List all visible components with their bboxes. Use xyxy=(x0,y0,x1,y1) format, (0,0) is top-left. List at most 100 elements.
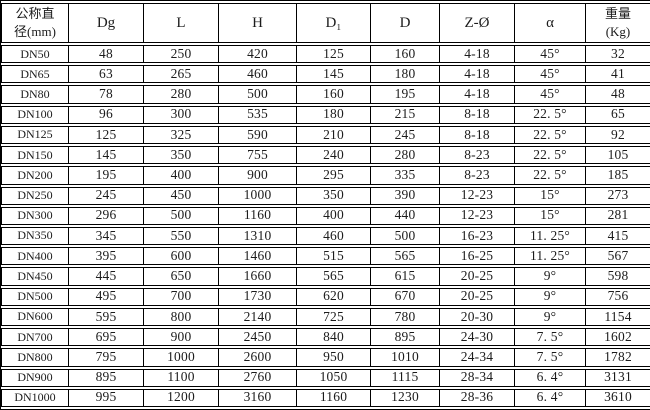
table-cell: 28-36 xyxy=(440,388,515,407)
table-cell: 3131 xyxy=(586,368,650,387)
row-label: DN250 xyxy=(1,186,69,205)
table-cell: 550 xyxy=(144,226,219,246)
table-cell: 300 xyxy=(144,105,219,124)
table-cell: 12-23 xyxy=(440,206,515,225)
table-cell: 4-18 xyxy=(440,65,515,84)
table-cell: 325 xyxy=(144,125,219,145)
table-row: DN100 96 300 535 180 215 8-18 22. 5° 65 xyxy=(1,105,650,124)
table-cell: 995 xyxy=(69,388,144,407)
row-label: DN900 xyxy=(1,368,69,387)
row-label: DN700 xyxy=(1,328,69,347)
row-label: DN125 xyxy=(1,125,69,145)
table-cell: 12-23 xyxy=(440,186,515,205)
table-cell: 1602 xyxy=(586,328,650,347)
table-cell: 24-30 xyxy=(440,328,515,347)
table-cell: 1310 xyxy=(219,226,297,246)
col-header-bolt-holes: Z-Ø xyxy=(440,3,515,43)
table-cell: 600 xyxy=(144,247,219,266)
table-cell: 195 xyxy=(371,85,440,104)
table-cell: 8-18 xyxy=(440,105,515,124)
table-cell: 9° xyxy=(515,267,586,286)
table-cell: 1660 xyxy=(219,267,297,286)
table-cell: 567 xyxy=(586,247,650,266)
col-header-d1: D₁ xyxy=(297,3,371,43)
table-cell: 400 xyxy=(297,206,371,225)
table-cell: 700 xyxy=(144,287,219,306)
table-cell: 345 xyxy=(69,226,144,246)
table-cell: 840 xyxy=(297,328,371,347)
row-label: DN350 xyxy=(1,226,69,246)
table-cell: 281 xyxy=(586,206,650,225)
table-cell: 22. 5° xyxy=(515,146,586,165)
table-row: DN600 595 800 2140 725 780 20-30 9° 1154 xyxy=(1,307,650,327)
row-label: DN800 xyxy=(1,348,69,367)
table-cell: 2140 xyxy=(219,307,297,327)
table-row: DN500 495 700 1730 620 670 20-25 9° 756 xyxy=(1,287,650,306)
table-cell: 1230 xyxy=(371,388,440,407)
table-cell: 460 xyxy=(297,226,371,246)
table-cell: 615 xyxy=(371,267,440,286)
col-header-l: L xyxy=(144,3,219,43)
table-cell: 22. 5° xyxy=(515,166,586,185)
table-cell: 180 xyxy=(297,105,371,124)
table-cell: 1200 xyxy=(144,388,219,407)
table-cell: 1160 xyxy=(297,388,371,407)
table-cell: 16-23 xyxy=(440,226,515,246)
table-cell: 1460 xyxy=(219,247,297,266)
table-cell: 32 xyxy=(586,45,650,64)
table-cell: 495 xyxy=(69,287,144,306)
col-header-nominal-diameter: 公称直 径(mm) xyxy=(1,3,69,43)
table-cell: 296 xyxy=(69,206,144,225)
table-cell: 400 xyxy=(144,166,219,185)
table-cell: 195 xyxy=(69,166,144,185)
table-cell: 125 xyxy=(297,45,371,64)
table-cell: 16-25 xyxy=(440,247,515,266)
table-cell: 335 xyxy=(371,166,440,185)
table-cell: 11. 25° xyxy=(515,247,586,266)
table-cell: 20-25 xyxy=(440,267,515,286)
table-cell: 2760 xyxy=(219,368,297,387)
table-cell: 9° xyxy=(515,287,586,306)
table-row: DN80 78 280 500 160 195 4-18 45° 48 xyxy=(1,85,650,104)
table-cell: 273 xyxy=(586,186,650,205)
table-cell: 1010 xyxy=(371,348,440,367)
table-cell: 210 xyxy=(297,125,371,145)
table-cell: 22. 5° xyxy=(515,125,586,145)
table-cell: 350 xyxy=(144,146,219,165)
row-label: DN200 xyxy=(1,166,69,185)
table-cell: 2450 xyxy=(219,328,297,347)
header-row: 公称直 径(mm) Dg L H D₁ D Z-Ø α 重量 (Kg) xyxy=(1,3,650,43)
table-row: DN1000 995 1200 3160 1160 1230 28-36 6. 4° 3610 xyxy=(1,388,650,407)
table-cell: 28-34 xyxy=(440,368,515,387)
table-cell: 1730 xyxy=(219,287,297,306)
table-cell: 160 xyxy=(371,45,440,64)
table-cell: 125 xyxy=(69,125,144,145)
table-row: DN450 445 650 1660 565 615 20-25 9° 598 xyxy=(1,267,650,286)
table-cell: 11. 25° xyxy=(515,226,586,246)
table-cell: 500 xyxy=(371,226,440,246)
table-cell: 515 xyxy=(297,247,371,266)
table-cell: 96 xyxy=(69,105,144,124)
table-cell: 395 xyxy=(69,247,144,266)
table-cell: 7. 5° xyxy=(515,328,586,347)
row-label: DN400 xyxy=(1,247,69,266)
table-row: DN200 195 400 900 295 335 8-23 22. 5° 185 xyxy=(1,166,650,185)
col-header-d: D xyxy=(371,3,440,43)
table-cell: 20-30 xyxy=(440,307,515,327)
table-cell: 48 xyxy=(69,45,144,64)
table-cell: 1160 xyxy=(219,206,297,225)
table-cell: 41 xyxy=(586,65,650,84)
col-header-h: H xyxy=(219,3,297,43)
table-cell: 6. 4° xyxy=(515,388,586,407)
table-cell: 650 xyxy=(144,267,219,286)
table-cell: 9° xyxy=(515,307,586,327)
table-cell: 535 xyxy=(219,105,297,124)
col-header-weight: 重量 (Kg) xyxy=(586,3,650,43)
table-cell: 1782 xyxy=(586,348,650,367)
table-cell: 185 xyxy=(586,166,650,185)
table-cell: 45° xyxy=(515,65,586,84)
table-cell: 780 xyxy=(371,307,440,327)
table-cell: 695 xyxy=(69,328,144,347)
table-cell: 6. 4° xyxy=(515,368,586,387)
